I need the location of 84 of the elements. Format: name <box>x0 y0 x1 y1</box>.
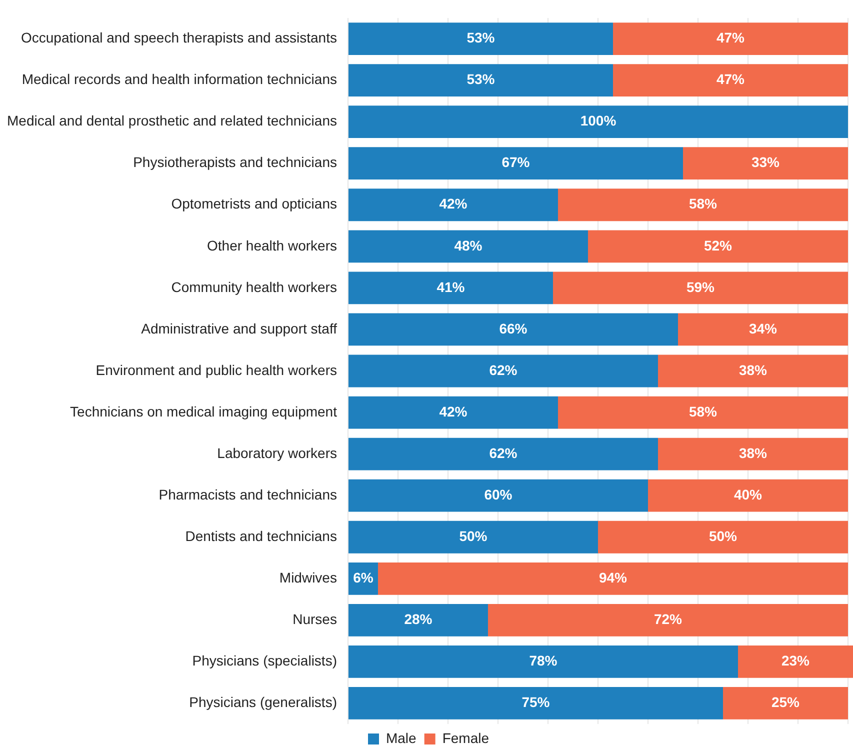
data-label: 41% <box>436 278 466 295</box>
y-tick-label: Medical and dental prosthetic and related technicians <box>7 112 337 129</box>
bar <box>348 106 848 138</box>
bar <box>488 604 848 636</box>
data-label: 60% <box>484 486 513 502</box>
data-label: 75% <box>522 694 550 710</box>
bar <box>348 604 488 636</box>
data-label: 42% <box>439 196 468 212</box>
data-label: 100% <box>580 112 617 129</box>
data-label: 47% <box>716 71 746 88</box>
data-label: 25% <box>771 694 800 710</box>
data-label: 58% <box>688 403 718 420</box>
bar <box>348 230 588 263</box>
bar <box>558 396 848 429</box>
y-tick-label: Environment and public health workers <box>96 362 337 378</box>
data-label: 34% <box>748 320 778 336</box>
data-label: 67% <box>502 154 530 170</box>
data-label: 58% <box>688 196 718 212</box>
data-label: 72% <box>654 611 683 628</box>
y-tick-label: Pharmacists and technicians <box>158 486 337 502</box>
y-tick-label: Medical records and health information technicians <box>22 71 337 88</box>
bar <box>348 64 613 96</box>
data-label: 59% <box>686 278 716 295</box>
legend-label: Male <box>386 730 417 746</box>
bar <box>648 479 848 512</box>
data-label: 38% <box>738 444 768 461</box>
y-tick-label: Administrative and support staff <box>141 320 338 336</box>
y-tick-label: Physicians (generalists) <box>189 694 337 710</box>
y-tick-label: Other health workers <box>207 237 337 254</box>
bar <box>348 354 658 388</box>
y-tick-label: Dentists and technicians <box>185 528 337 544</box>
data-label: 33% <box>751 154 780 170</box>
bar <box>552 272 848 304</box>
y-tick-label: Community health workers <box>171 278 337 295</box>
bar <box>682 147 848 180</box>
bar <box>348 396 558 429</box>
y-tick-label: Technicians on medical imaging equipment <box>70 403 338 420</box>
data-label: 94% <box>598 570 628 586</box>
y-tick-label: Nurses <box>292 611 337 628</box>
bar <box>348 147 683 180</box>
data-label: 48% <box>454 237 483 254</box>
y-tick-label: Physicians (specialists) <box>192 652 337 669</box>
data-label: 47% <box>716 30 746 46</box>
bar <box>598 520 848 554</box>
bar <box>348 313 678 346</box>
bar <box>348 22 613 55</box>
bar <box>348 479 648 512</box>
data-label: 42% <box>439 403 468 420</box>
data-label: 50% <box>459 528 488 544</box>
data-label: 38% <box>738 362 768 378</box>
y-tick-label: Physiotherapists and technicians <box>133 154 337 170</box>
bar <box>348 687 723 720</box>
data-label: 52% <box>704 237 733 254</box>
legend-label: Female <box>442 730 490 746</box>
data-label: 50% <box>708 528 738 544</box>
bar <box>658 438 848 470</box>
bar <box>738 646 853 678</box>
bar <box>722 687 848 720</box>
bar <box>348 188 558 222</box>
bar <box>678 313 848 346</box>
bar <box>612 64 848 96</box>
bar <box>588 230 848 263</box>
data-label: 62% <box>489 362 518 378</box>
y-tick-label: Midwives <box>279 570 337 586</box>
bar <box>378 562 848 595</box>
data-label: 53% <box>466 71 496 88</box>
bar <box>558 188 848 222</box>
bar <box>348 272 553 304</box>
data-label: 66% <box>499 320 528 336</box>
y-tick-label: Optometrists and opticians <box>171 196 337 212</box>
data-label: 6% <box>353 570 374 586</box>
bar <box>658 354 848 388</box>
bar <box>348 646 738 678</box>
data-label: 53% <box>466 30 496 46</box>
y-tick-label: Occupational and speech therapists and assistants <box>21 30 337 46</box>
bar <box>612 22 848 55</box>
y-tick-label: Laboratory workers <box>217 444 337 461</box>
data-label: 28% <box>404 611 433 628</box>
data-label: 40% <box>734 486 763 502</box>
data-label: 23% <box>781 652 810 669</box>
bar <box>348 438 658 470</box>
data-label: 78% <box>529 652 558 669</box>
data-label: 62% <box>489 444 518 461</box>
bar <box>348 520 598 554</box>
